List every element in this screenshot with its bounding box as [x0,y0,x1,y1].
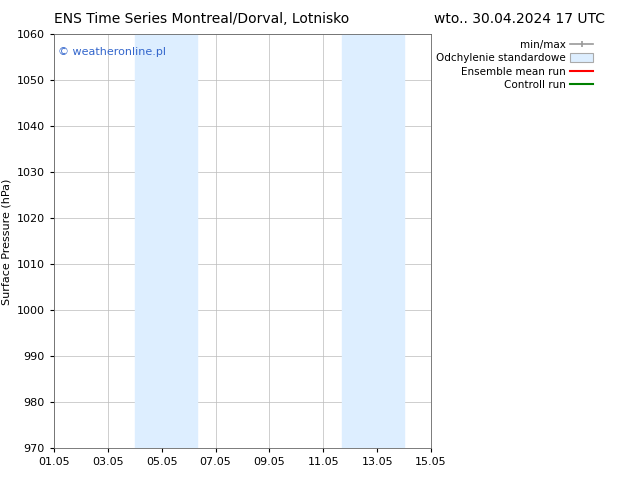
Text: ENS Time Series Montreal/Dorval, Lotnisko: ENS Time Series Montreal/Dorval, Lotnisk… [54,12,349,26]
Y-axis label: Surface Pressure (hPa): Surface Pressure (hPa) [1,178,11,304]
Text: wto.. 30.04.2024 17 UTC: wto.. 30.04.2024 17 UTC [434,12,605,26]
Bar [134,34,197,448]
Bar [342,34,404,448]
Legend: min/max, Odchylenie standardowe, Ensemble mean run, Controll run: min/max, Odchylenie standardowe, Ensembl… [436,40,593,91]
Text: © weatheronline.pl: © weatheronline.pl [58,47,165,57]
